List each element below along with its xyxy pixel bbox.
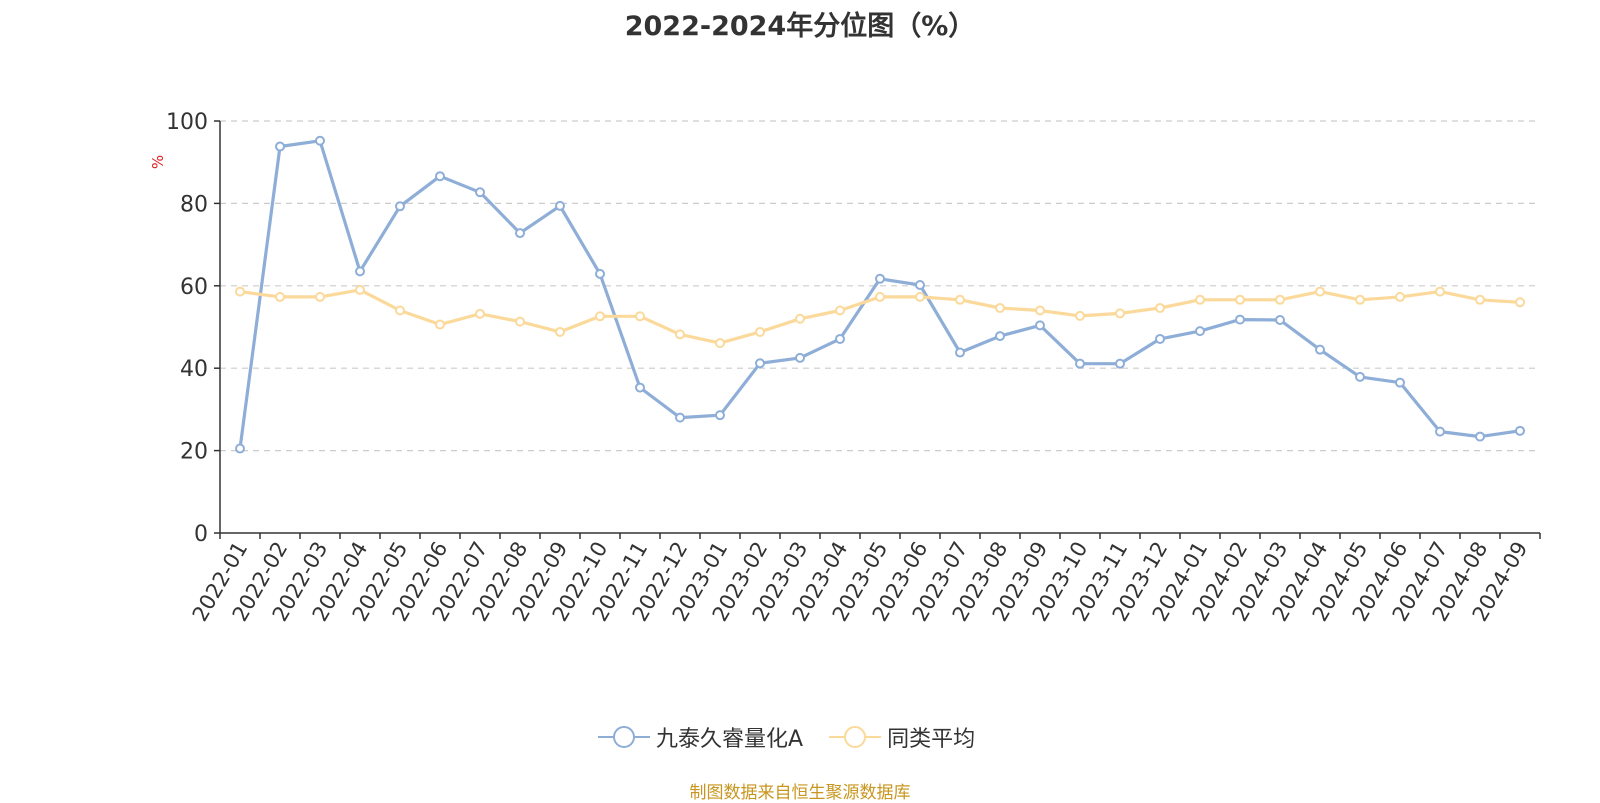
y-tick-label: 40 (180, 357, 208, 382)
legend-item-series-b[interactable]: 同类平均 (829, 721, 975, 753)
data-point[interactable] (515, 228, 525, 239)
data-point[interactable] (1155, 333, 1165, 344)
data-point[interactable] (635, 311, 645, 322)
data-point[interactable] (435, 171, 445, 182)
data-point[interactable] (355, 284, 365, 295)
data-point[interactable] (795, 352, 805, 363)
data-point[interactable] (955, 294, 965, 305)
data-point[interactable] (275, 141, 285, 152)
data-point[interactable] (715, 410, 725, 421)
data-point[interactable] (675, 412, 685, 423)
data-point[interactable] (355, 266, 365, 277)
data-point[interactable] (555, 200, 565, 211)
data-point[interactable] (1235, 314, 1245, 325)
data-point[interactable] (275, 291, 285, 302)
legend-item-series-a[interactable]: 九泰久睿量化A (598, 721, 803, 753)
chart-title: 2022-2024年分位图（%） (624, 11, 976, 42)
data-point[interactable] (1235, 294, 1245, 305)
y-tick-label: 80 (180, 192, 208, 217)
data-point[interactable] (755, 358, 765, 369)
data-point[interactable] (1475, 431, 1485, 442)
data-point[interactable] (1395, 377, 1405, 388)
data-point[interactable] (795, 313, 805, 324)
data-point[interactable] (235, 443, 245, 454)
data-point[interactable] (1195, 294, 1205, 305)
data-point[interactable] (1275, 314, 1285, 325)
data-point[interactable] (1075, 358, 1085, 369)
data-point[interactable] (595, 311, 605, 322)
data-point[interactable] (595, 268, 605, 279)
data-point[interactable] (835, 333, 845, 344)
data-point[interactable] (1355, 294, 1365, 305)
data-point[interactable] (875, 273, 885, 284)
data-point[interactable] (875, 291, 885, 302)
data-point[interactable] (515, 316, 525, 327)
series-a (235, 135, 1525, 454)
data-point[interactable] (1155, 303, 1165, 314)
legend-line-circle-icon (829, 726, 882, 748)
data-point[interactable] (1035, 305, 1045, 316)
data-point[interactable] (1275, 294, 1285, 305)
data-point[interactable] (1435, 286, 1445, 297)
data-point[interactable] (915, 291, 925, 302)
y-tick-labels: 0 20 40 60 80 100 (166, 110, 208, 547)
source-note: 制图数据来自恒生聚源数据库 (689, 783, 911, 803)
legend-label-series-a: 九泰久睿量化A (656, 727, 804, 752)
data-point[interactable] (1355, 371, 1365, 382)
data-point[interactable] (755, 326, 765, 337)
data-point[interactable] (1315, 286, 1325, 297)
data-point[interactable] (1115, 358, 1125, 369)
data-point[interactable] (1115, 308, 1125, 319)
data-point[interactable] (395, 305, 405, 316)
y-tick-label: 0 (194, 522, 208, 547)
data-point[interactable] (955, 347, 965, 358)
data-point[interactable] (995, 331, 1005, 342)
data-point[interactable] (1395, 291, 1405, 302)
data-point[interactable] (315, 135, 325, 146)
data-point[interactable] (1195, 326, 1205, 337)
series-b (235, 284, 1525, 349)
data-point[interactable] (315, 291, 325, 302)
data-point[interactable] (635, 382, 645, 393)
data-point[interactable] (835, 305, 845, 316)
grid-lines (220, 120, 1540, 452)
data-point[interactable] (1315, 344, 1325, 355)
data-point[interactable] (475, 308, 485, 319)
data-point[interactable] (235, 286, 245, 297)
axes (214, 120, 1541, 539)
data-point[interactable] (435, 319, 445, 330)
data-point[interactable] (1435, 426, 1445, 437)
data-point[interactable] (715, 338, 725, 349)
y-tick-label: 60 (180, 275, 208, 300)
x-tick-labels: 2022-012022-022022-032022-042022-052022-… (188, 538, 1533, 626)
data-point[interactable] (995, 303, 1005, 314)
data-point[interactable] (1475, 294, 1485, 305)
legend-line-circle-icon (598, 726, 650, 748)
y-axis-label: % (149, 155, 167, 169)
data-point[interactable] (1515, 297, 1525, 308)
y-tick-label: 100 (166, 110, 208, 135)
data-point[interactable] (675, 329, 685, 340)
data-point[interactable] (555, 326, 565, 337)
data-point[interactable] (1035, 320, 1045, 331)
data-point[interactable] (1515, 425, 1525, 436)
data-point[interactable] (1075, 310, 1085, 321)
y-tick-label: 20 (180, 440, 208, 465)
legend-label-series-b: 同类平均 (887, 727, 976, 752)
data-point[interactable] (395, 201, 405, 212)
legend: 九泰久睿量化A 同类平均 (598, 722, 1001, 752)
data-point[interactable] (915, 279, 925, 290)
data-point[interactable] (475, 187, 485, 198)
